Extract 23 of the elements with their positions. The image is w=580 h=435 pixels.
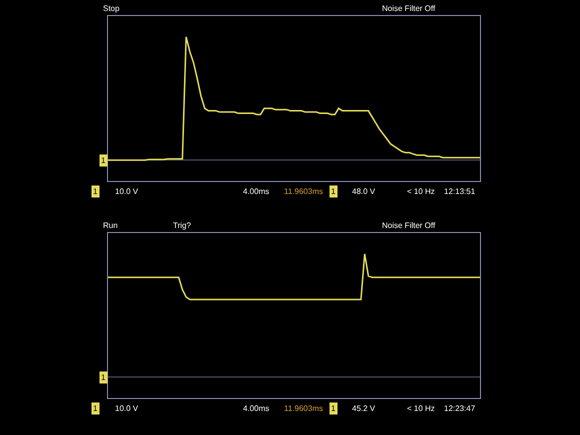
annotation: 1	[101, 156, 106, 165]
text: 48.0 V	[352, 187, 376, 196]
text: 11.9603ms	[284, 404, 323, 413]
text: 12:23:47	[444, 404, 476, 413]
text: 4.00ms	[243, 187, 270, 196]
annotation: 1	[101, 373, 106, 382]
text: 11.9603ms	[284, 187, 323, 196]
text: Run	[103, 221, 118, 230]
text: 4.00ms	[243, 404, 270, 413]
text: Trig?	[173, 221, 192, 230]
text: < 10 Hz	[407, 404, 435, 413]
text: 1	[331, 187, 336, 196]
text: 45.2 V	[352, 404, 376, 413]
text: Noise Filter Off	[382, 4, 436, 13]
text: 12:13:51	[444, 187, 476, 196]
text: < 10 Hz	[407, 187, 435, 196]
text: 1	[93, 187, 98, 196]
text: 1	[93, 404, 98, 413]
text: Stop	[103, 4, 120, 13]
text: 10.0 V	[115, 187, 139, 196]
text: 1	[331, 404, 336, 413]
text: Noise Filter Off	[382, 221, 436, 230]
text: 10.0 V	[115, 404, 139, 413]
